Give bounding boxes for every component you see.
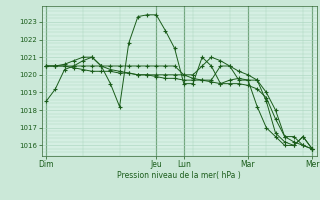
X-axis label: Pression niveau de la mer( hPa ): Pression niveau de la mer( hPa ) <box>117 171 241 180</box>
